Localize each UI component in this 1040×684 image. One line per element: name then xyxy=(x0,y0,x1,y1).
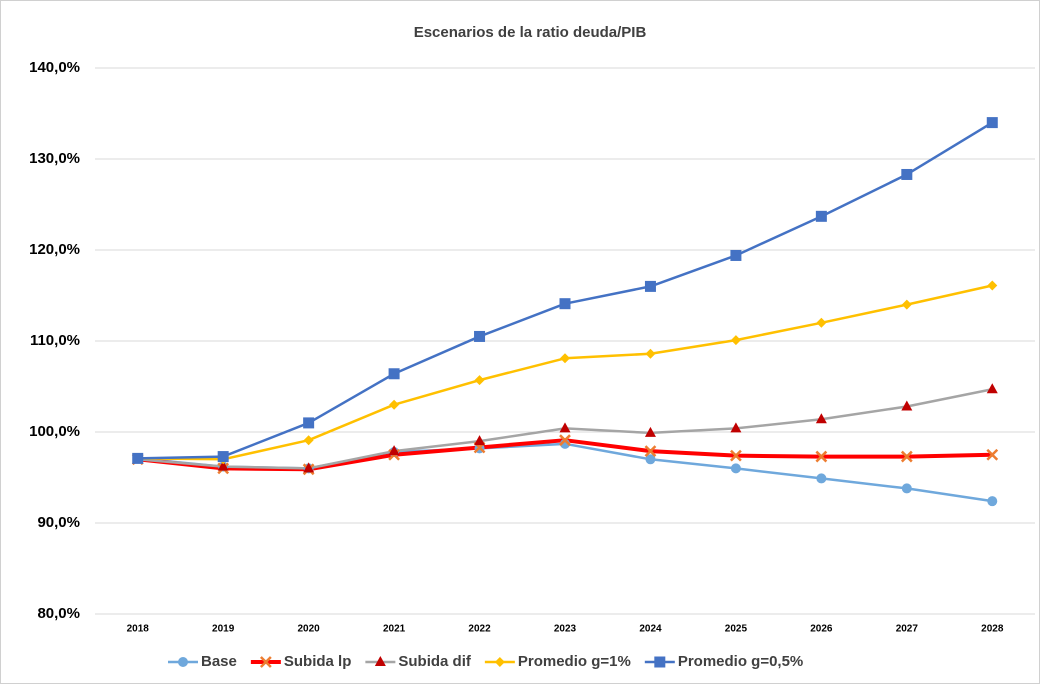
legend-item: Base xyxy=(168,653,237,670)
legend-marker xyxy=(654,656,666,668)
y-tick-label: 100,0% xyxy=(29,423,80,440)
data-point xyxy=(901,400,913,411)
x-tick-label: 2018 xyxy=(127,624,150,635)
x-tick-label: 2026 xyxy=(810,624,833,635)
x-tick-label: 2023 xyxy=(554,624,577,635)
x-tick-label: 2028 xyxy=(981,624,1004,635)
data-point xyxy=(901,483,912,494)
x-tick-label: 2020 xyxy=(298,624,321,635)
data-point xyxy=(986,448,999,461)
data-point xyxy=(730,249,742,261)
y-tick-label: 140,0% xyxy=(29,59,80,76)
data-point xyxy=(986,117,998,129)
x-tick-label: 2019 xyxy=(212,624,235,635)
legend-marker xyxy=(178,657,188,667)
legend-marker xyxy=(494,657,505,667)
data-point xyxy=(901,168,913,180)
chart-title: Escenarios de la ratio deuda/PIB xyxy=(414,24,647,41)
y-tick-label: 80,0% xyxy=(37,605,80,622)
data-point xyxy=(217,451,229,463)
data-point xyxy=(559,298,571,310)
data-point xyxy=(730,335,741,346)
data-point xyxy=(644,426,656,437)
data-point xyxy=(730,422,742,433)
data-point xyxy=(474,375,485,386)
data-point xyxy=(303,462,315,473)
legend-marker xyxy=(374,656,386,666)
data-point xyxy=(303,435,314,446)
data-point xyxy=(559,434,571,447)
legend-label: Subida lp xyxy=(284,653,352,670)
data-point xyxy=(986,383,998,394)
data-point xyxy=(388,445,400,456)
y-tick-label: 130,0% xyxy=(29,150,80,167)
data-point xyxy=(560,353,570,364)
data-point xyxy=(987,280,998,291)
legend-label: Promedio g=0,5% xyxy=(678,653,803,670)
data-point xyxy=(815,450,828,463)
data-point xyxy=(388,368,400,380)
legend-label: Subida dif xyxy=(398,653,472,670)
data-point xyxy=(559,422,571,433)
legend-label: Promedio g=1% xyxy=(518,653,631,670)
data-point xyxy=(474,435,486,446)
x-tick-label: 2024 xyxy=(639,624,662,635)
data-point xyxy=(217,460,229,471)
data-point xyxy=(816,473,827,484)
legend-item: Promedio g=0,5% xyxy=(644,653,803,670)
data-point xyxy=(816,317,827,328)
data-point xyxy=(730,449,742,462)
legend-label: Base xyxy=(201,653,237,670)
y-tick-label: 110,0% xyxy=(30,332,80,349)
x-tick-label: 2022 xyxy=(468,624,491,635)
data-point xyxy=(730,463,741,474)
data-point xyxy=(474,330,486,342)
legend-item: Subida dif xyxy=(365,653,472,670)
data-point xyxy=(644,280,656,292)
x-tick-label: 2027 xyxy=(896,624,919,635)
data-point xyxy=(303,417,315,429)
data-point xyxy=(644,445,657,457)
legend-item: Subida lp xyxy=(250,653,352,670)
x-tick-label: 2021 xyxy=(383,624,406,635)
data-point xyxy=(987,496,998,507)
data-point xyxy=(645,454,656,465)
y-tick-label: 120,0% xyxy=(29,241,80,258)
legend-item: Promedio g=1% xyxy=(484,653,631,670)
data-point xyxy=(900,450,913,463)
data-point xyxy=(901,299,912,310)
x-tick-label: 2025 xyxy=(725,624,748,635)
data-point xyxy=(389,399,400,410)
data-point xyxy=(815,413,827,424)
y-tick-label: 90,0% xyxy=(37,514,80,531)
data-point xyxy=(132,452,144,464)
legend-marker xyxy=(259,656,272,668)
data-point xyxy=(645,348,656,359)
data-point xyxy=(815,210,827,222)
